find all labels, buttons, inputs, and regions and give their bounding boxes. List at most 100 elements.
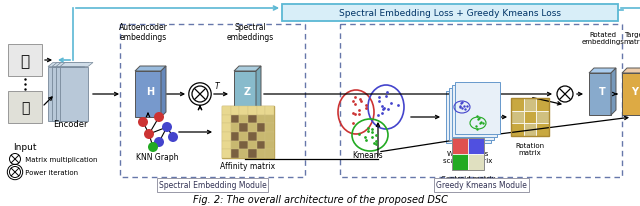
Polygon shape <box>56 63 89 67</box>
Circle shape <box>10 154 20 165</box>
Text: Encoder: Encoder <box>52 120 87 129</box>
Point <box>369 141 379 145</box>
Bar <box>48 67 76 122</box>
Bar <box>8 91 42 123</box>
Bar <box>248 132 257 141</box>
Text: T: T <box>599 87 606 97</box>
Polygon shape <box>52 63 85 67</box>
Text: Rotation
matrix: Rotation matrix <box>515 143 545 156</box>
Bar <box>452 138 468 154</box>
Point <box>361 104 371 107</box>
Point <box>354 113 364 116</box>
Bar <box>248 115 257 124</box>
Bar <box>536 98 549 111</box>
Point <box>374 96 384 99</box>
Text: Target
matrix: Target matrix <box>623 32 640 45</box>
Text: Y: Y <box>631 87 638 97</box>
Bar <box>451 85 497 137</box>
Bar <box>257 124 266 132</box>
Bar <box>266 132 274 141</box>
Circle shape <box>144 129 154 139</box>
Polygon shape <box>135 67 166 72</box>
Point <box>383 107 394 111</box>
Point <box>374 100 385 104</box>
Bar <box>257 132 266 141</box>
Point <box>386 102 396 106</box>
Bar <box>266 150 274 158</box>
Bar <box>266 107 274 115</box>
Bar <box>239 150 248 158</box>
Text: 🐻: 🐻 <box>21 101 29 115</box>
Point <box>457 101 467 104</box>
Text: Matrix multiplication: Matrix multiplication <box>23 156 97 162</box>
Bar <box>52 67 80 122</box>
Bar <box>449 89 493 140</box>
Circle shape <box>162 122 172 132</box>
Bar <box>257 107 266 115</box>
Bar <box>266 124 274 132</box>
Bar <box>222 124 230 132</box>
Point <box>377 111 387 115</box>
Text: Spectral Embedding Module: Spectral Embedding Module <box>159 181 266 190</box>
Polygon shape <box>622 69 640 74</box>
Text: Autoencoder
embeddings: Autoencoder embeddings <box>118 22 168 42</box>
Bar <box>248 107 257 115</box>
Bar <box>222 150 230 158</box>
Bar <box>452 138 484 170</box>
Bar <box>257 115 266 124</box>
Point <box>474 122 484 125</box>
Bar <box>524 98 536 111</box>
Bar <box>622 74 640 115</box>
Point <box>360 107 371 110</box>
Text: Affinity matrix: Affinity matrix <box>220 162 276 171</box>
Bar <box>239 115 248 124</box>
Text: KNN Graph: KNN Graph <box>136 153 179 162</box>
Point <box>356 100 366 103</box>
Point <box>462 104 472 108</box>
Text: Centroid matrix: Centroid matrix <box>441 175 495 181</box>
Point <box>460 108 470 111</box>
Bar <box>524 111 536 124</box>
Point <box>371 139 381 143</box>
Point <box>458 105 468 108</box>
Point <box>378 108 388 111</box>
Circle shape <box>154 112 164 122</box>
Bar <box>452 154 468 170</box>
Bar <box>589 74 611 115</box>
Bar <box>257 141 266 150</box>
Point <box>472 128 482 131</box>
Bar <box>222 141 230 150</box>
Bar <box>266 115 274 124</box>
Bar <box>536 111 549 124</box>
Point <box>457 107 467 110</box>
Point <box>470 125 481 128</box>
Polygon shape <box>48 63 81 67</box>
Point <box>348 122 358 125</box>
Bar <box>239 107 248 115</box>
Text: 🦆: 🦆 <box>20 54 29 69</box>
Text: Power iteration: Power iteration <box>23 169 78 175</box>
Polygon shape <box>589 69 616 74</box>
Bar <box>468 154 484 170</box>
Text: H: H <box>147 87 155 97</box>
Polygon shape <box>611 69 616 115</box>
Point <box>379 107 389 110</box>
Point <box>363 130 373 133</box>
Point <box>349 103 360 106</box>
Bar <box>239 132 248 141</box>
Point <box>473 117 483 121</box>
Point <box>456 102 467 105</box>
Bar <box>135 72 161 117</box>
Polygon shape <box>256 67 261 117</box>
Text: T: T <box>215 82 220 91</box>
Point <box>377 105 387 108</box>
Point <box>355 98 365 101</box>
Point <box>360 136 370 139</box>
Text: Rotated
embeddings: Rotated embeddings <box>582 32 625 45</box>
Point <box>474 117 484 121</box>
Bar <box>230 141 239 150</box>
Bar <box>230 115 239 124</box>
Point <box>371 133 381 137</box>
Text: Greedy Kmeans Module: Greedy Kmeans Module <box>436 181 527 190</box>
Bar <box>248 124 257 132</box>
